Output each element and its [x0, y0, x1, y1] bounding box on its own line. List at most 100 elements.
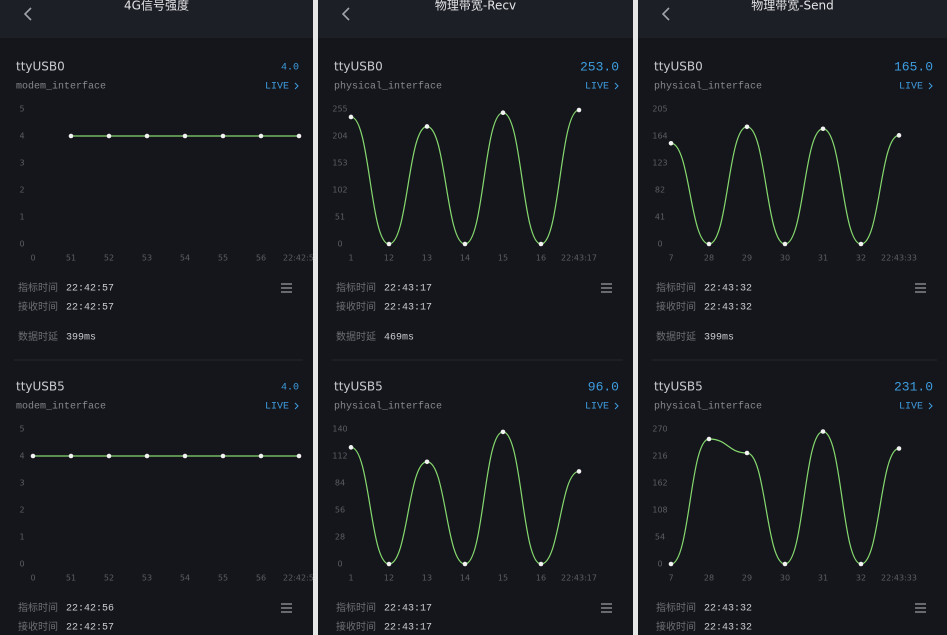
data-point: [500, 110, 506, 116]
back-button[interactable]: [23, 7, 32, 21]
x-tick-label: 7: [668, 254, 673, 263]
x-tick-label: 30: [780, 254, 790, 263]
y-tick-label: 162: [652, 479, 667, 488]
data-point: [296, 133, 302, 139]
x-tick-label: 22:43:17: [561, 574, 597, 583]
field-label: 接收时间: [336, 300, 376, 313]
x-tick-label: 55: [218, 254, 228, 263]
y-tick-label: 2: [19, 506, 24, 515]
x-tick-label: 22:42:5: [283, 254, 314, 263]
data-point: [896, 446, 902, 451]
data-point: [538, 561, 544, 567]
x-tick-label: 53: [142, 574, 152, 583]
live-chevron[interactable]: [294, 82, 299, 90]
data-point: [782, 241, 788, 247]
live-link[interactable]: LIVE: [265, 82, 289, 93]
x-tick-label: 7: [668, 574, 673, 583]
menu-button[interactable]: [601, 603, 612, 613]
y-tick-label: 164: [652, 132, 667, 141]
screen-title: 物理带宽-Recv: [435, 0, 516, 13]
menu-button[interactable]: [601, 283, 612, 293]
device-name: ttyUSB5: [16, 380, 65, 394]
y-tick-label: 0: [19, 560, 24, 569]
data-point: [744, 124, 750, 130]
live-chevron[interactable]: [294, 402, 299, 410]
screen: 4G信号强度 ttyUSB0 4.0 modem_interface LIVE 0 1 2 3 4…: [0, 0, 314, 635]
data-point: [820, 126, 826, 132]
x-tick-label: 30: [780, 574, 790, 583]
live-link[interactable]: LIVE: [899, 402, 923, 413]
x-tick-label: 56: [256, 254, 266, 263]
data-point: [782, 561, 788, 567]
field-label: 指标时间: [18, 601, 58, 614]
x-tick-label: 12: [384, 254, 394, 263]
current-value: 4.0: [281, 63, 299, 74]
menu-button[interactable]: [281, 603, 292, 613]
live-link[interactable]: LIVE: [899, 82, 923, 93]
live-link[interactable]: LIVE: [585, 82, 609, 93]
live-chevron[interactable]: [614, 82, 619, 90]
field-label: 指标时间: [18, 281, 58, 294]
screen: 物理带宽-Send ttyUSB0 165.0 physical_interface L…: [638, 0, 947, 635]
y-tick-label: 205: [652, 105, 667, 114]
x-tick-label: 14: [460, 574, 470, 583]
field-label: 接收时间: [18, 620, 58, 633]
field-value: 22:43:17: [384, 623, 432, 634]
y-tick-label: 2: [19, 186, 24, 195]
live-chevron[interactable]: [928, 402, 933, 410]
y-tick-label: 54: [655, 533, 665, 542]
live-link[interactable]: LIVE: [585, 402, 609, 413]
field-value: 399ms: [66, 333, 96, 344]
y-tick-label: 4: [19, 132, 24, 141]
y-tick-label: 0: [657, 560, 662, 569]
menu-button[interactable]: [281, 283, 292, 293]
data-point: [348, 445, 354, 450]
device-name: ttyUSB0: [16, 60, 65, 74]
data-point: [68, 453, 74, 459]
field-label: 指标时间: [336, 601, 376, 614]
data-point: [744, 450, 750, 456]
back-button[interactable]: [661, 7, 670, 21]
data-point: [296, 453, 302, 459]
data-point: [424, 124, 430, 129]
x-tick-label: 14: [460, 254, 470, 263]
y-tick-label: 56: [335, 506, 345, 515]
data-point: [258, 453, 264, 459]
field-value: 469ms: [384, 333, 414, 344]
x-tick-label: 54: [180, 254, 190, 263]
data-point: [576, 469, 582, 474]
current-value: 165.0: [894, 59, 933, 74]
screen: 物理带宽-Recv ttyUSB0 253.0 physical_interface L…: [318, 0, 633, 635]
x-tick-label: 0: [30, 254, 35, 263]
x-tick-label: 32: [856, 254, 866, 263]
y-tick-label: 102: [332, 186, 347, 195]
live-chevron[interactable]: [614, 402, 619, 410]
screen-bg: [0, 0, 313, 635]
data-point: [424, 459, 430, 465]
x-tick-label: 52: [104, 254, 114, 263]
x-tick-label: 52: [104, 574, 114, 583]
x-tick-label: 53: [142, 254, 152, 263]
screen-bg: [638, 0, 947, 635]
y-tick-label: 123: [652, 159, 667, 168]
field-label: 接收时间: [656, 620, 696, 633]
screen-title: 物理带宽-Send: [751, 0, 834, 13]
interface-name: modem_interface: [16, 401, 106, 413]
field-label: 指标时间: [336, 281, 376, 294]
data-point: [462, 241, 468, 247]
y-tick-label: 140: [332, 425, 347, 434]
field-value: 22:43:32: [704, 604, 752, 615]
menu-button[interactable]: [915, 283, 926, 293]
x-tick-label: 56: [256, 574, 266, 583]
live-chevron[interactable]: [928, 82, 933, 90]
field-value: 22:43:17: [384, 303, 432, 314]
x-tick-label: 16: [536, 574, 546, 583]
y-tick-label: 3: [19, 159, 24, 168]
back-button[interactable]: [341, 7, 350, 21]
y-tick-label: 4: [19, 452, 24, 461]
live-link[interactable]: LIVE: [265, 402, 289, 413]
field-label: 指标时间: [656, 281, 696, 294]
x-tick-label: 0: [30, 574, 35, 583]
menu-button[interactable]: [915, 603, 926, 613]
field-value: 22:42:56: [66, 604, 114, 615]
